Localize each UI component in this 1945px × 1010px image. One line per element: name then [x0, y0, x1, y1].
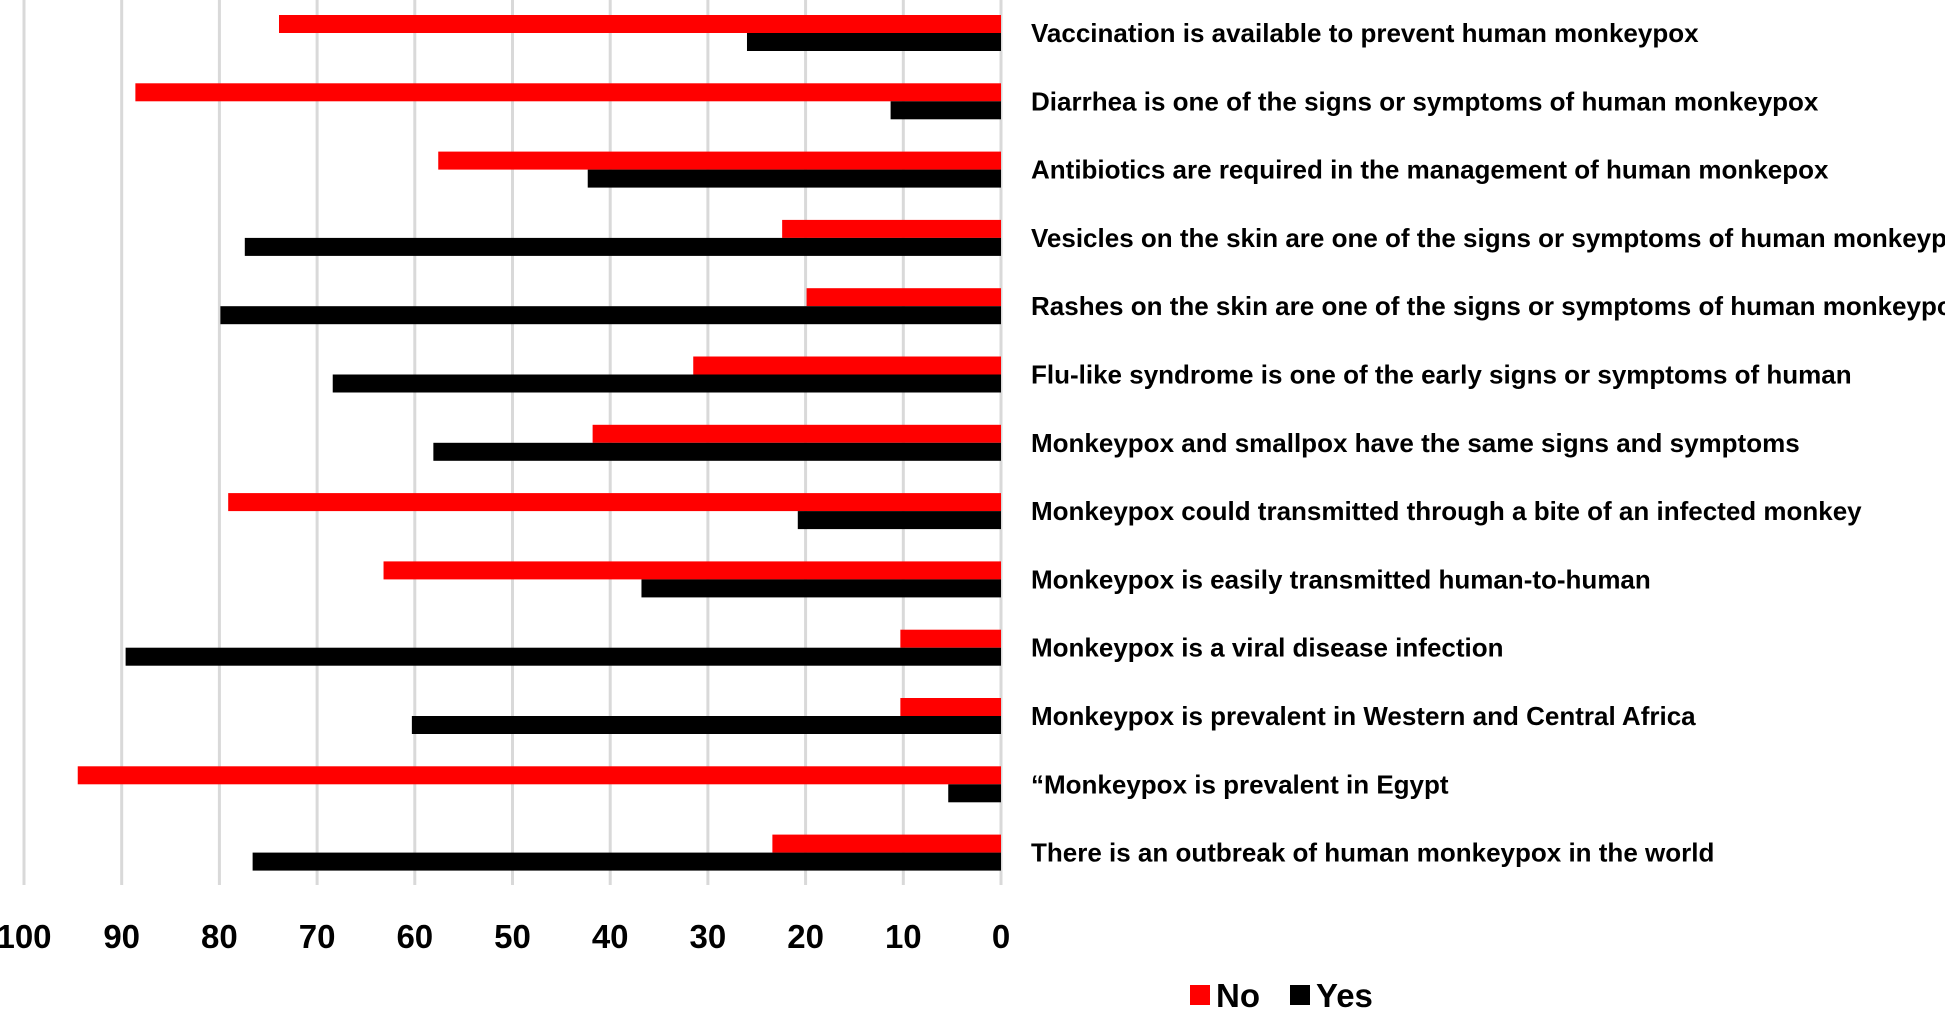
bar-no-12 — [77, 766, 1002, 785]
tick-label-40: 40 — [592, 918, 629, 955]
category-label-11: Monkeypox is prevalent in Western and Ce… — [1031, 701, 1696, 731]
bar-yes-5 — [220, 306, 1001, 325]
category-label-7: Monkeypox and smallpox have the same sig… — [1031, 428, 1800, 458]
bar-no-13 — [772, 834, 1001, 853]
category-label-3: Antibiotics are required in the manageme… — [1031, 155, 1829, 185]
bars — [77, 15, 1002, 871]
category-label-8: Monkeypox could transmitted through a bi… — [1031, 496, 1862, 526]
bar-yes-6 — [332, 374, 1001, 393]
bar-yes-4 — [244, 237, 1001, 256]
legend-swatch-no — [1190, 985, 1210, 1005]
bar-no-7 — [592, 424, 1001, 443]
tick-label-30: 30 — [690, 918, 727, 955]
tick-label-70: 70 — [299, 918, 336, 955]
legend-label-yes: Yes — [1316, 977, 1373, 1010]
category-label-9: Monkeypox is easily transmitted human-to… — [1031, 564, 1651, 594]
bar-yes-12 — [948, 784, 1001, 803]
bar-no-2 — [135, 83, 1002, 102]
legend-label-no: No — [1216, 977, 1260, 1010]
x-axis-tick-labels: 100 90 80 70 60 50 40 30 20 10 0 — [0, 918, 1010, 955]
category-label-12: “Monkeypox is prevalent in Egypt — [1031, 769, 1449, 799]
category-label-6: Flu-like syndrome is one of the early si… — [1031, 360, 1852, 390]
category-label-2: Diarrhea is one of the signs or symptoms… — [1031, 86, 1819, 116]
bar-no-10 — [900, 629, 1001, 648]
tick-label-10: 10 — [885, 918, 922, 955]
bar-no-9 — [383, 561, 1001, 580]
tick-label-50: 50 — [494, 918, 531, 955]
legend-swatch-yes — [1290, 985, 1310, 1005]
category-label-4: Vesicles on the skin are one of the sign… — [1031, 223, 1945, 253]
category-labels: Vaccination is available to prevent huma… — [1031, 18, 1945, 868]
bar-no-11 — [900, 698, 1001, 716]
tick-label-60: 60 — [396, 918, 433, 955]
tick-label-100: 100 — [0, 918, 52, 955]
bar-no-1 — [278, 15, 1001, 33]
bar-yes-9 — [641, 579, 1001, 598]
tick-label-20: 20 — [787, 918, 824, 955]
bar-yes-8 — [797, 511, 1001, 530]
category-label-13: There is an outbreak of human monkeypox … — [1031, 838, 1714, 868]
tick-label-90: 90 — [103, 918, 140, 955]
category-label-10: Monkeypox is a viral disease infection — [1031, 633, 1504, 663]
tick-label-0: 0 — [992, 918, 1010, 955]
category-label-5: Rashes on the skin are one of the signs … — [1031, 291, 1945, 321]
bar-no-6 — [693, 356, 1001, 375]
bar-yes-3 — [587, 169, 1001, 188]
bar-yes-10 — [125, 647, 1001, 666]
bar-no-4 — [782, 219, 1001, 238]
bar-yes-11 — [411, 716, 1001, 734]
bar-yes-7 — [433, 442, 1001, 461]
legend: No Yes — [1190, 977, 1373, 1010]
bar-yes-1 — [746, 33, 1001, 51]
bar-yes-13 — [252, 852, 1002, 871]
category-label-1: Vaccination is available to prevent huma… — [1031, 18, 1699, 48]
bar-no-8 — [228, 493, 1001, 512]
bar-yes-2 — [890, 101, 1001, 120]
tick-label-80: 80 — [201, 918, 238, 955]
bar-no-3 — [438, 151, 1001, 170]
bar-no-5 — [806, 288, 1001, 307]
